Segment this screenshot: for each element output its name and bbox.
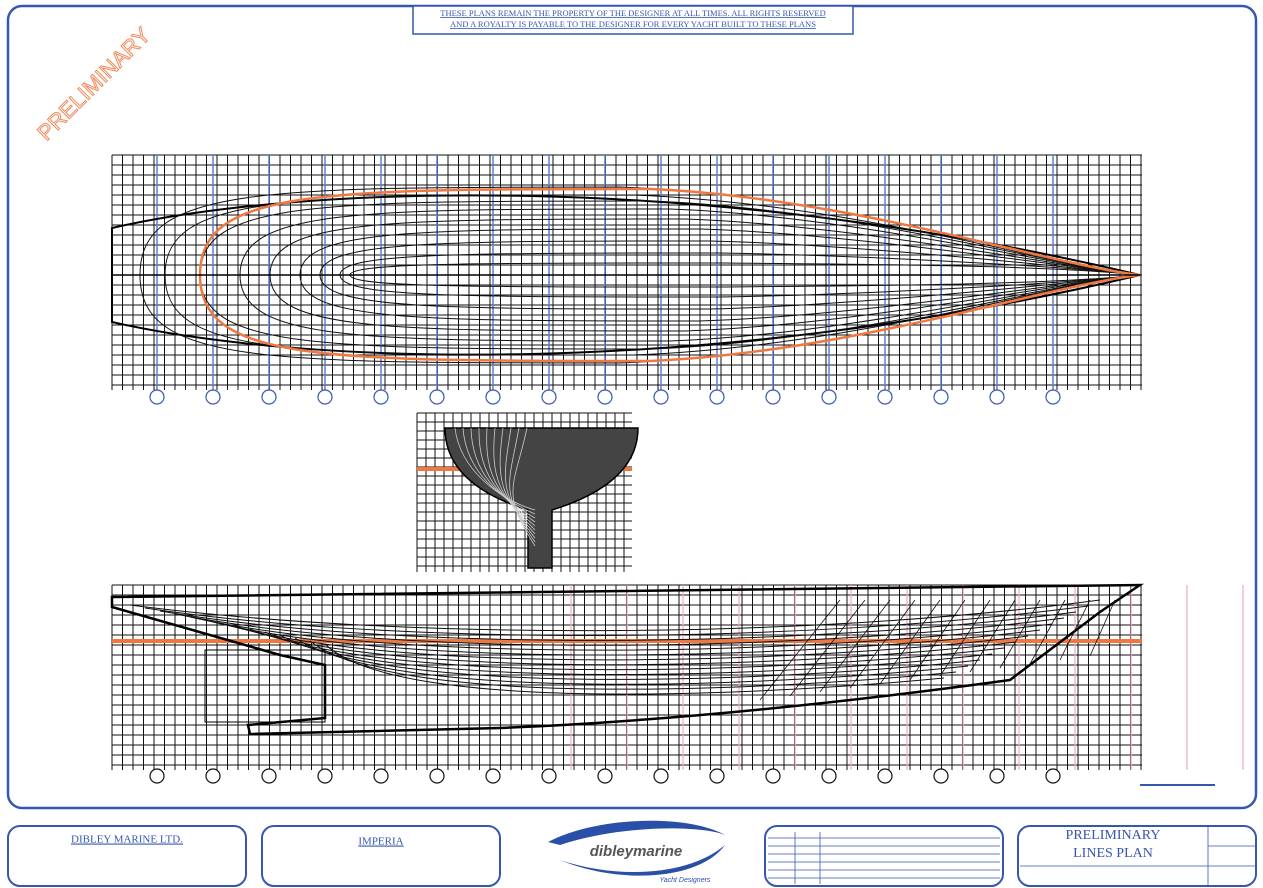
station-marker: [262, 769, 276, 783]
station-marker: [654, 390, 668, 404]
logo-tagline: Yacht Designers: [660, 877, 711, 884]
station-marker: [598, 390, 612, 404]
station-marker: [822, 769, 836, 783]
logo-swoosh: [548, 821, 725, 845]
station-marker: [990, 390, 1004, 404]
station-marker: [318, 769, 332, 783]
station-marker: [598, 769, 612, 783]
station-marker: [934, 390, 948, 404]
drawing-sheet: THESE PLANS REMAIN THE PROPERTY OF THE D…: [0, 0, 1263, 888]
station-marker: [1046, 769, 1060, 783]
section-trace: [1030, 600, 1065, 664]
station-marker: [206, 390, 220, 404]
header-line: THESE PLANS REMAIN THE PROPERTY OF THE D…: [440, 8, 825, 18]
station-marker: [1046, 390, 1060, 404]
revision-table: [768, 832, 1000, 884]
station-marker: [486, 390, 500, 404]
station-marker: [990, 769, 1004, 783]
station-marker: [822, 390, 836, 404]
station-marker: [150, 390, 164, 404]
station-marker: [766, 769, 780, 783]
revision-box: [765, 826, 1003, 886]
project-name: IMPERIA: [358, 836, 403, 848]
station-marker: [542, 769, 556, 783]
sheet-frame: [8, 6, 1256, 808]
station-marker: [486, 769, 500, 783]
section-trace: [1090, 600, 1115, 656]
station-marker: [542, 390, 556, 404]
station-marker: [206, 769, 220, 783]
station-marker: [374, 769, 388, 783]
lines-drawing: [112, 155, 1243, 785]
station-marker: [430, 390, 444, 404]
station-marker: [710, 769, 724, 783]
header-line: AND A ROYALTY IS PAYABLE TO THE DESIGNER…: [450, 19, 816, 29]
watermark: PRELIMINARY: [32, 22, 155, 145]
station-marker: [934, 769, 948, 783]
station-marker: [710, 390, 724, 404]
station-marker: [878, 390, 892, 404]
station-marker: [654, 769, 668, 783]
section-trace: [820, 600, 890, 692]
title-line: PRELIMINARY: [1066, 828, 1161, 843]
station-marker: [430, 769, 444, 783]
station-marker: [150, 769, 164, 783]
station-marker: [766, 390, 780, 404]
section-trace: [970, 600, 1015, 672]
station-marker: [374, 390, 388, 404]
logo-name: dibleymarine: [590, 843, 683, 860]
station-marker: [318, 390, 332, 404]
station-marker: [262, 390, 276, 404]
station-marker: [878, 769, 892, 783]
title-line: LINES PLAN: [1073, 846, 1153, 861]
company-name: DIBLEY MARINE LTD.: [71, 834, 183, 846]
